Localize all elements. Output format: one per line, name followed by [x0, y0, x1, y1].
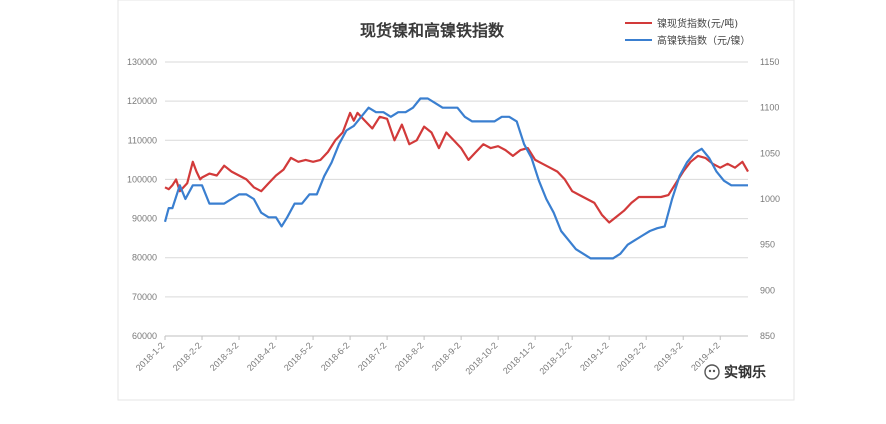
- y-left-tick-label: 130000: [127, 57, 157, 67]
- watermark-text: 实钢乐: [724, 364, 766, 381]
- y-right-tick-label: 1150: [760, 57, 779, 67]
- legend-label-nife: 高镍铁指数（元/镍）: [657, 34, 750, 47]
- chart-title: 现货镍和高镍铁指数: [360, 21, 505, 40]
- y-right-tick-label: 950: [760, 240, 775, 250]
- y-right-tick-label: 900: [760, 285, 775, 295]
- y-axis-right: 850 900 950 1000 1050 1100 1150: [760, 57, 780, 341]
- gridlines: [165, 61, 748, 337]
- wechat-icon-dot: [708, 369, 712, 373]
- y-left-tick-label: 60000: [132, 331, 157, 341]
- y-left-tick-label: 120000: [127, 96, 157, 106]
- plot-area: [163, 97, 749, 260]
- y-left-tick-label: 80000: [132, 253, 157, 263]
- y-axis-left: 60000 70000 80000 90000 100000 110000 120000 13…: [127, 57, 157, 341]
- y-right-tick-label: 1000: [760, 194, 780, 204]
- wechat-icon-dot-2: [712, 369, 716, 373]
- y-left-tick-label: 70000: [132, 292, 157, 302]
- y-left-tick-label: 100000: [127, 174, 157, 184]
- y-right-tick-label: 850: [760, 331, 775, 341]
- y-right-tick-label: 1050: [760, 148, 780, 158]
- watermark: 实钢乐: [704, 364, 766, 381]
- legend: 镍现货指数(元/吨) 高镍铁指数（元/镍）: [625, 17, 750, 47]
- y-left-tick-label: 90000: [132, 214, 157, 224]
- legend-label-nickel: 镍现货指数(元/吨): [657, 17, 738, 30]
- wechat-icon: [704, 364, 720, 380]
- y-right-tick-label: 1100: [760, 103, 779, 113]
- series-line-nife: [163, 97, 748, 260]
- chart-frame: [117, 0, 795, 401]
- series-line-nickel: [164, 111, 749, 224]
- y-left-tick-label: 110000: [128, 135, 157, 145]
